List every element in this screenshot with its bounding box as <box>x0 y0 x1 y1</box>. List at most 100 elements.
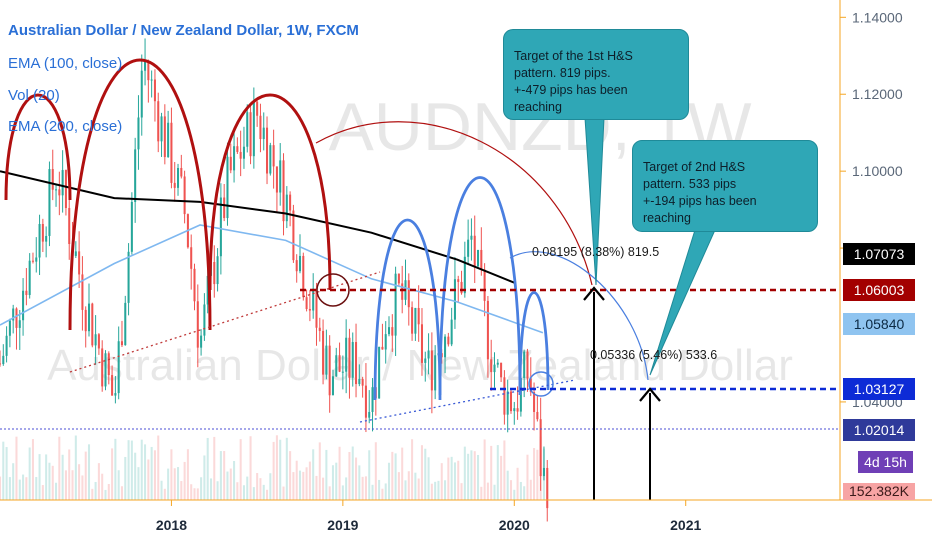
price-tag-volume: 152.382K <box>843 483 915 500</box>
volume-bar <box>87 444 91 500</box>
candle-body <box>473 235 476 267</box>
volume-bar <box>196 488 199 500</box>
candle-body <box>38 223 41 258</box>
volume-bar <box>160 480 163 500</box>
volume-bar <box>275 435 278 500</box>
volume-bar <box>25 477 28 500</box>
hs1-neckline <box>69 271 381 373</box>
projection-arc-2 <box>509 251 649 381</box>
callout-target-2: Target of 2nd H&S pattern. 533 pips +-19… <box>632 140 818 232</box>
callout-1-line-2: pattern. 819 pips. <box>514 66 611 80</box>
volume-bar <box>444 480 447 500</box>
callout-2-line-2: pattern. 533 pips <box>643 177 737 191</box>
volume-bar <box>282 486 285 500</box>
volume-bar <box>322 477 325 500</box>
volume-bar <box>186 449 189 500</box>
candle-body <box>542 467 545 477</box>
volume-bar <box>305 467 308 500</box>
candle-body <box>87 303 91 332</box>
volume-bar <box>420 445 423 500</box>
volume-bar <box>345 477 348 500</box>
candle-body <box>526 351 529 379</box>
candle-body <box>358 378 361 385</box>
volume-bar <box>12 463 15 500</box>
candle-body <box>180 167 183 177</box>
volume-bar <box>328 486 331 500</box>
candle-body <box>153 79 156 102</box>
candle-body <box>546 467 549 509</box>
candle-body <box>173 182 176 188</box>
ema100-line <box>0 224 544 334</box>
volume-bar <box>22 474 25 500</box>
candle-body <box>361 378 364 386</box>
volume-bar <box>470 450 473 500</box>
volume-bar <box>358 465 361 500</box>
candle-body <box>117 341 120 394</box>
candle-body <box>45 235 48 242</box>
volume-bar <box>509 480 513 500</box>
candle-body <box>111 375 114 396</box>
volume-bar <box>513 489 516 500</box>
indicator-volume[interactable]: Vol (20) <box>8 87 60 104</box>
volume-bar <box>516 467 519 500</box>
candle-body <box>444 336 447 358</box>
candle-body <box>177 167 180 188</box>
volume-bar <box>55 482 58 500</box>
price-tag-target-2: 1.03127 <box>843 378 915 400</box>
indicator-ema200[interactable]: EMA (200, close) <box>8 118 123 135</box>
callout-2-line-3: +-194 pips has been reaching <box>643 194 757 225</box>
candle-body <box>295 260 298 272</box>
time-axis-label: 2021 <box>670 517 701 533</box>
callout-target-1: Target of the 1st H&S pattern. 819 pips.… <box>503 29 689 120</box>
candle-body <box>101 348 104 387</box>
candle-body <box>397 273 400 284</box>
volume-bar <box>411 439 414 500</box>
volume-bar <box>2 441 5 500</box>
volume-bar <box>500 455 503 500</box>
candle-body <box>414 307 417 334</box>
callout-1-line-3: +-479 pips has been reaching <box>514 83 628 114</box>
volume-bar <box>259 478 262 500</box>
volume-bar <box>529 479 532 500</box>
candle-body <box>249 112 252 157</box>
volume-bar <box>401 447 404 500</box>
projection-arc-1 <box>315 121 593 286</box>
candle-body <box>500 362 503 378</box>
candle-body <box>490 359 493 373</box>
volume-bar <box>308 461 311 500</box>
volume-bar <box>368 450 371 500</box>
candle-body <box>506 391 509 415</box>
candle-body <box>160 116 163 142</box>
volume-bar <box>193 488 196 500</box>
volume-bar <box>477 454 480 500</box>
price-tag-target-1: 1.06003 <box>843 279 915 301</box>
price-axis-label: 1.14000 <box>852 9 903 25</box>
volume-bar <box>64 470 67 500</box>
candle-body <box>401 283 404 300</box>
candle-body <box>223 197 226 219</box>
candle-body <box>328 345 331 396</box>
volume-bar <box>246 476 249 500</box>
candle-body <box>378 346 381 399</box>
time-axis[interactable]: 2018 2019 2020 2021 <box>156 500 702 533</box>
indicator-ema100[interactable]: EMA (100, close) <box>8 55 123 72</box>
candle-body <box>51 169 54 190</box>
hs2-neckline <box>359 379 576 423</box>
candle-body <box>22 290 25 321</box>
volume-bar <box>153 450 156 500</box>
candle-body <box>509 391 513 412</box>
volume-bar <box>381 488 384 500</box>
volume-bar <box>493 484 496 500</box>
candle-body <box>229 156 232 171</box>
candle-body <box>470 235 473 240</box>
volume-bar <box>266 489 269 500</box>
candle-body <box>97 334 100 349</box>
volume-bar <box>295 460 298 500</box>
candle-body <box>196 301 199 348</box>
volume-bar <box>31 439 34 500</box>
candle-body <box>167 122 170 158</box>
volume-bar <box>157 435 160 500</box>
